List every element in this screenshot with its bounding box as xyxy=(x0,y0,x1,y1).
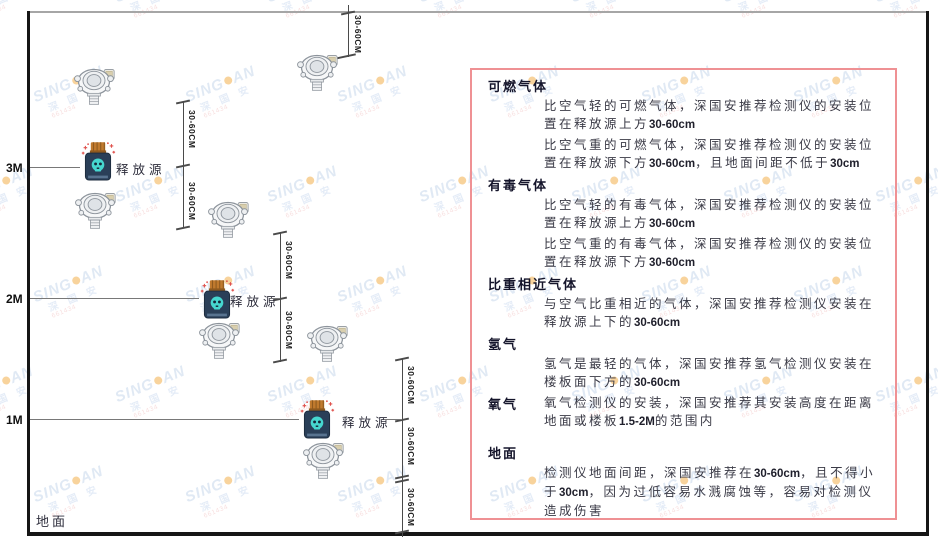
section-paragraph: 比空气轻的可燃气体，深国安推荐检测仪的安装位置在释放源上方30-60cm xyxy=(544,99,875,131)
level-line-1m xyxy=(30,419,299,420)
left-wall-axis xyxy=(27,11,30,534)
guideline-panel: 可燃气体 比空气轻的可燃气体，深国安推荐检测仪的安装位置在释放源上方30-60c… xyxy=(470,68,897,520)
section-heading-toxic: 有毒气体 xyxy=(488,178,549,193)
axis-label-1m: 1M xyxy=(6,413,23,427)
label-connector xyxy=(384,419,402,420)
section-paragraph: 与空气比重相近的气体，深国安推荐检测仪安装在释放源上下的30-60cm xyxy=(544,297,875,329)
gas-detector-icon xyxy=(301,440,345,480)
gas-detector-icon xyxy=(197,320,241,360)
gas-detector-icon xyxy=(72,66,116,106)
gas-detector-icon xyxy=(305,323,349,363)
release-source-label: 释放源 xyxy=(116,163,166,177)
label-connector xyxy=(270,298,280,299)
section-paragraph: 氧气检测仪的安装，深国安推荐其安装高度在距离地面或楼板1.5-2M的范围内 xyxy=(544,396,875,428)
section-heading-hydrogen: 氢气 xyxy=(488,337,519,352)
gas-detector-icon xyxy=(73,190,117,230)
dimension-line xyxy=(402,358,403,537)
gas-detector-icon xyxy=(295,52,339,92)
section-paragraph: 比空气轻的有毒气体，深国安推荐检测仪的安装位置在释放源上方30-60cm xyxy=(544,198,875,230)
dimension-label: 30-60CM xyxy=(353,15,363,54)
level-line-3m xyxy=(30,167,80,168)
dimension-label: 30-60CM xyxy=(406,488,416,527)
ceiling-line xyxy=(28,11,929,13)
section-paragraph: 比空气重的有毒气体，深国安推荐检测仪的安装位置在释放源下方30-60cm xyxy=(544,237,875,269)
gas-detector-icon xyxy=(206,199,250,239)
section-paragraph: 比空气重的可燃气体，深国安推荐检测仪的安装位置在释放源下方30-60cm，且地面… xyxy=(544,138,875,170)
axis-label-2m: 2M xyxy=(6,292,23,306)
release-source-icon xyxy=(80,141,116,185)
ground-label: 地面 xyxy=(36,514,69,529)
right-wall xyxy=(926,11,929,534)
release-source-label: 释放源 xyxy=(230,295,280,309)
section-heading-similar-density: 比重相近气体 xyxy=(488,277,579,292)
guideline-panel-content: 可燃气体 比空气轻的可燃气体，深国安推荐检测仪的安装位置在释放源上方30-60c… xyxy=(472,70,895,520)
level-line-2m xyxy=(30,298,199,299)
dimension-tick xyxy=(175,225,191,231)
section-heading-combustible: 可燃气体 xyxy=(488,79,549,94)
section-oxygen-row: 氧气 氧气检测仪的安装，深国安推荐其安装高度在距离地面或楼板1.5-2M的范围内 xyxy=(488,394,881,431)
dimension-tick xyxy=(272,358,288,364)
dimension-label: 30-60CM xyxy=(284,311,294,350)
section-heading-oxygen: 氧气 xyxy=(488,397,519,412)
release-source-icon xyxy=(299,399,335,443)
dimension-label: 30-60CM xyxy=(406,366,416,405)
section-heading-ground: 地面 xyxy=(488,446,519,461)
dimension-label: 30-60CM xyxy=(187,110,197,149)
dimension-label: 30-60CM xyxy=(284,241,294,280)
dimension-label: 30-60CM xyxy=(406,427,416,466)
dimension-line xyxy=(348,5,349,57)
section-paragraph: 氢气是最轻的气体，深国安推荐氢气检测仪安装在楼板面下方的30-60cm xyxy=(544,357,875,389)
axis-label-3m: 3M xyxy=(6,161,23,175)
dimension-label: 30-60CM xyxy=(187,182,197,221)
ground-line xyxy=(27,532,929,536)
release-source-label: 释放源 xyxy=(342,416,392,430)
section-paragraph: 检测仪地面间距，深国安推荐在30-60cm，且不得小于30cm，因为过低容易水溅… xyxy=(544,466,876,518)
